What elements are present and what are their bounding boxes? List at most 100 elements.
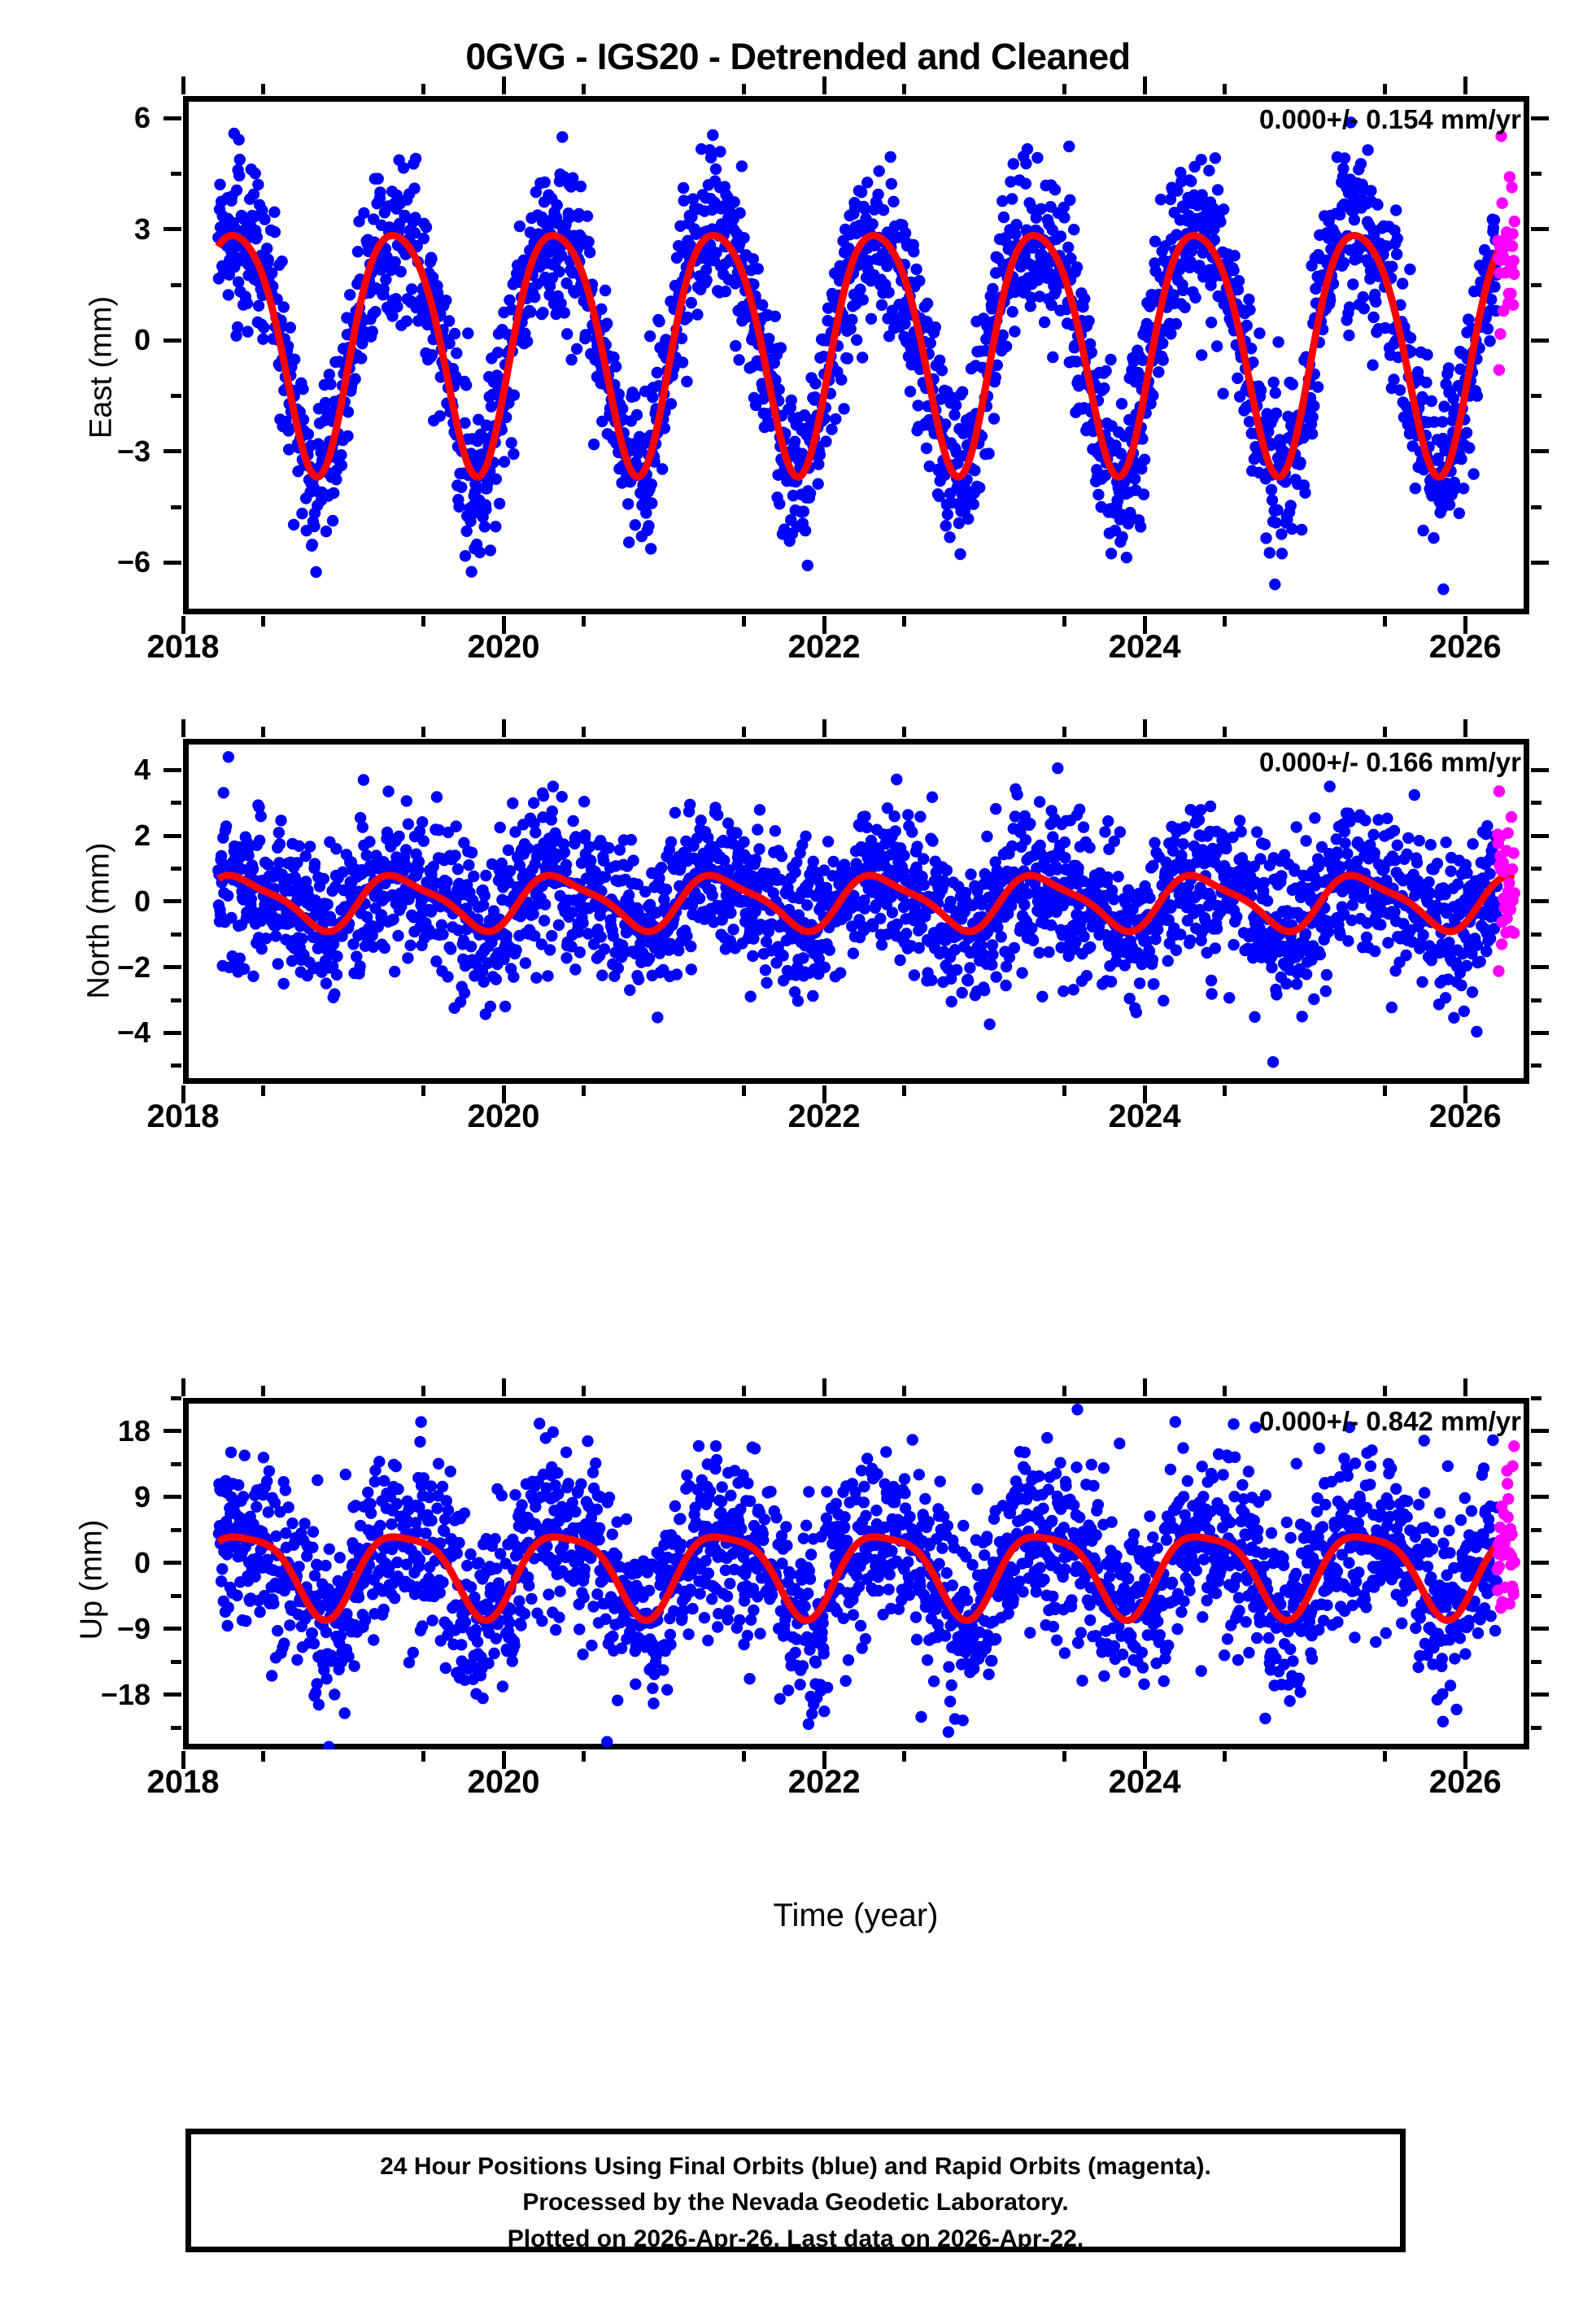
x-axis-tick-minor — [261, 1751, 265, 1762]
axis-title-time: Time (year) — [773, 1898, 939, 1933]
x-axis-label: 2018 — [146, 629, 220, 665]
x-axis-tick-minor-top — [421, 727, 426, 737]
y-axis-tick-right — [1531, 1030, 1549, 1035]
caption-box: 24 Hour Positions Using Final Orbits (bl… — [185, 2129, 1406, 2252]
x-axis-tick-minor — [261, 1085, 265, 1096]
chart-panel-east: 0.000+/- 0.154 mm/yr — [164, 76, 1549, 634]
rate-annotation-north: 0.000+/- 0.166 mm/yr — [1259, 747, 1521, 777]
y-axis-label: 4 — [133, 753, 150, 787]
x-axis-tick-minor-top — [1062, 1386, 1067, 1396]
y-axis-tick — [164, 833, 181, 838]
x-axis-tick-minor-top — [902, 727, 907, 737]
x-axis-tick-minor-top — [261, 727, 265, 737]
x-axis-tick — [1142, 616, 1147, 634]
x-axis-tick-top — [501, 719, 506, 737]
scatter-points — [212, 1404, 1503, 1749]
scatter-points — [1492, 785, 1520, 977]
x-axis-tick-top — [181, 76, 185, 94]
x-axis-tick-minor-top — [261, 84, 265, 94]
y-axis-label: −9 — [116, 1611, 150, 1645]
x-axis-tick-minor-top — [742, 1386, 747, 1396]
x-axis-tick-minor — [1223, 1751, 1228, 1762]
y-axis-tick-right — [1531, 560, 1549, 565]
y-axis-label: −4 — [116, 1015, 150, 1050]
x-axis-tick-minor-top — [582, 727, 587, 737]
x-axis-tick-minor — [1383, 1085, 1388, 1096]
model-fit-curve — [215, 1533, 1518, 1624]
x-axis-tick-minor-top — [1383, 84, 1388, 94]
y-axis-tick-right — [1531, 449, 1549, 454]
x-axis-tick-minor-top — [902, 1386, 907, 1396]
y-axis-tick-minor-right — [1531, 1659, 1541, 1664]
plot-area-east — [183, 96, 1529, 614]
x-axis-tick-top — [1463, 1378, 1467, 1396]
y-axis-tick-right — [1531, 116, 1549, 120]
x-axis-tick-minor-top — [1223, 727, 1228, 737]
x-axis-tick-minor — [742, 1751, 747, 1762]
y-axis-tick-minor — [171, 1725, 181, 1730]
y-axis-tick-right — [1531, 1495, 1549, 1499]
x-axis-label: 2018 — [146, 1098, 220, 1134]
x-axis-tick-top — [1463, 719, 1467, 737]
plot-area-up — [183, 1398, 1529, 1749]
x-axis-tick — [1463, 616, 1467, 634]
x-axis-label: 2022 — [787, 1098, 861, 1134]
chart-panel-up: 0.000+/- 0.842 mm/yr — [164, 1378, 1549, 1769]
caption-line-1: 24 Hour Positions Using Final Orbits (bl… — [380, 2153, 1211, 2180]
y-axis-tick — [164, 560, 181, 565]
plot-area-north — [183, 739, 1529, 1084]
plot-svg-up — [212, 1404, 1520, 1749]
x-axis-tick — [1463, 1751, 1467, 1769]
model-fit-curve — [215, 871, 1518, 936]
x-axis-tick-minor — [1062, 1751, 1067, 1762]
x-axis-tick-top — [181, 1378, 185, 1396]
x-axis-tick — [822, 1751, 826, 1769]
x-axis-tick-minor — [1223, 1085, 1228, 1096]
x-axis-tick-minor — [582, 1751, 587, 1762]
y-axis-tick-minor — [171, 1659, 181, 1664]
x-axis-tick-minor — [742, 1085, 747, 1096]
x-axis-tick-minor — [1383, 1751, 1388, 1762]
x-axis-tick-minor-top — [1383, 727, 1388, 737]
y-axis-tick-right — [1531, 338, 1549, 343]
x-axis-tick-minor-top — [421, 84, 426, 94]
x-axis-tick-minor — [582, 1085, 587, 1096]
x-axis-label: 2026 — [1428, 1098, 1502, 1134]
y-axis-tick — [164, 1495, 181, 1499]
y-axis-tick-minor-right — [1531, 1461, 1541, 1466]
y-axis-label: −3 — [116, 434, 150, 468]
y-axis-label: 2 — [133, 819, 150, 853]
x-axis-tick — [1142, 1751, 1147, 1769]
y-axis-tick-minor — [171, 394, 181, 399]
y-axis-tick-minor — [171, 867, 181, 871]
y-axis-tick-minor — [171, 1461, 181, 1466]
x-axis-tick-minor-top — [902, 84, 907, 94]
x-axis-tick-minor — [582, 616, 587, 627]
x-axis-label: 2026 — [1428, 1764, 1502, 1800]
x-axis-tick-minor-top — [261, 1386, 265, 1396]
y-axis-tick-right — [1531, 767, 1549, 772]
x-axis-tick-top — [1463, 76, 1467, 94]
y-axis-tick — [164, 227, 181, 232]
x-axis-tick-minor-top — [742, 84, 747, 94]
x-axis-label: 2024 — [1108, 629, 1181, 665]
x-axis-tick-minor-top — [1062, 727, 1067, 737]
x-axis-tick-minor-top — [582, 84, 587, 94]
y-axis-tick — [164, 1692, 181, 1697]
rate-annotation-east: 0.000+/- 0.154 mm/yr — [1259, 104, 1521, 134]
y-axis-tick-minor-right — [1531, 282, 1541, 287]
x-axis-label: 2022 — [787, 1764, 861, 1800]
caption-line-3: Plotted on 2026-Apr-26. Last data on 202… — [507, 2225, 1084, 2252]
x-axis-tick-minor-top — [1383, 1386, 1388, 1396]
x-axis-tick — [181, 1751, 185, 1769]
y-axis-tick-minor-right — [1531, 867, 1541, 871]
x-axis-tick — [501, 1751, 506, 1769]
y-axis-tick — [164, 1561, 181, 1565]
y-axis-tick-minor — [171, 1063, 181, 1068]
y-axis-tick-minor — [171, 1527, 181, 1532]
x-axis-tick-minor — [261, 616, 265, 627]
x-axis-tick-top — [501, 76, 506, 94]
x-axis-tick-minor — [1383, 616, 1388, 627]
x-axis-tick — [822, 1085, 826, 1103]
y-axis-tick — [164, 899, 181, 904]
